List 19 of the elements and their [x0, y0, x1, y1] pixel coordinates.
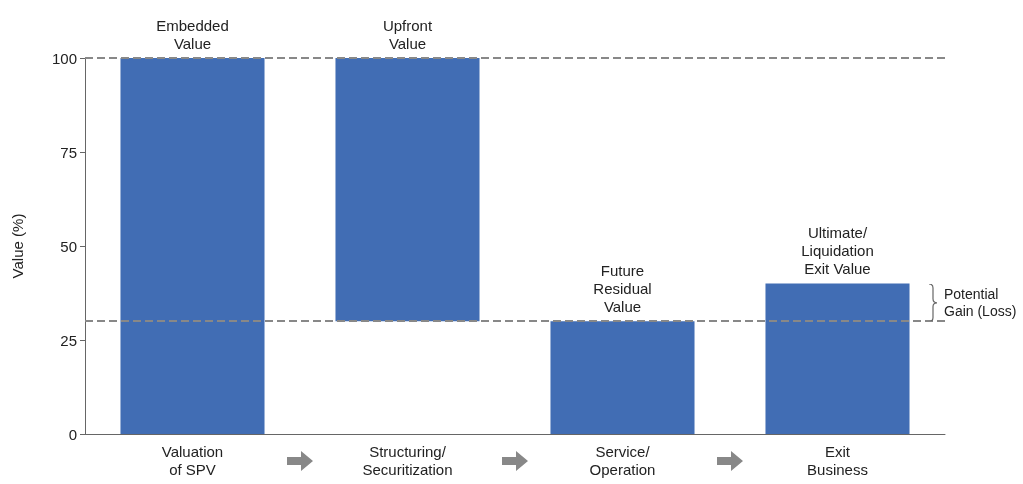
x-tick-label: Exit Business	[807, 442, 868, 478]
x-tick-label: Service/ Operation	[589, 442, 656, 478]
y-tick-label: 100	[51, 49, 77, 67]
y-tick-label: 0	[68, 425, 77, 443]
bar	[550, 321, 695, 434]
y-axis-title: Value (%)	[9, 213, 26, 279]
y-tick-label: 75	[60, 143, 77, 161]
x-tick-label: Valuation of SPV	[161, 442, 224, 478]
x-tick-label: Structuring/ Securitization	[362, 442, 453, 478]
annotation: Ultimate/ Liquidation Exit Value	[801, 224, 874, 278]
bar	[120, 58, 265, 434]
bar	[765, 283, 910, 434]
y-tick-label: 25	[60, 331, 77, 349]
annotation: Upfront Value	[382, 16, 433, 52]
annotation: Future Residual Value	[593, 261, 652, 315]
annotation: Potential Gain (Loss)	[944, 285, 1017, 319]
annotation: Embedded Value	[156, 16, 229, 52]
bar	[335, 58, 480, 322]
y-tick-label: 50	[60, 237, 77, 255]
